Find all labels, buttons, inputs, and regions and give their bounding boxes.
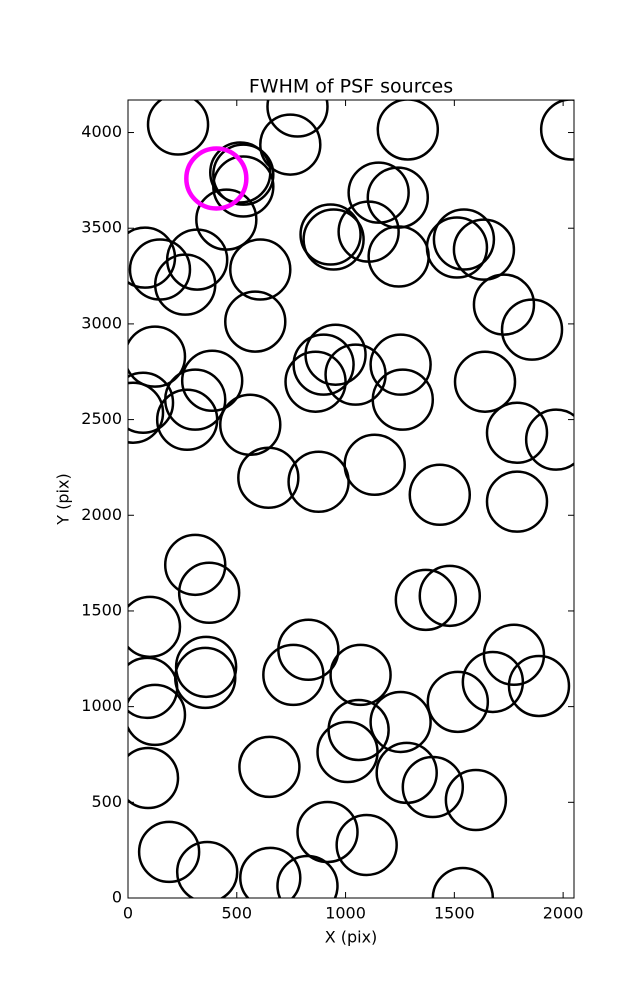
source-circle	[539, 100, 574, 161]
source-circle	[239, 846, 302, 898]
source-circle	[316, 720, 379, 784]
source-circle	[461, 650, 525, 714]
source-circle	[304, 323, 367, 386]
source-circle	[175, 840, 239, 898]
source-circle	[394, 568, 458, 632]
x-tick-label: 1500	[434, 904, 475, 923]
source-circle	[369, 690, 432, 754]
chart-title: FWHM of PSF sources	[249, 76, 453, 98]
source-circle	[128, 746, 180, 810]
source-circle	[155, 388, 219, 452]
plot-marks	[128, 100, 574, 898]
source-circle	[128, 656, 179, 720]
source-circle	[401, 755, 465, 819]
source-circle	[302, 208, 365, 271]
source-circle	[177, 561, 241, 625]
source-circle	[376, 100, 440, 161]
source-circle	[347, 161, 410, 224]
x-tick-label: 0	[123, 904, 133, 923]
source-circle	[212, 143, 275, 206]
y-tick-label: 3000	[81, 313, 122, 332]
source-circle	[277, 618, 340, 682]
x-tick-label: 1000	[325, 904, 366, 923]
source-circle	[237, 446, 300, 510]
y-tick-label: 2000	[81, 505, 122, 524]
source-circle	[472, 273, 536, 336]
x-tick-label: 500	[222, 904, 253, 923]
source-circle	[128, 683, 187, 747]
source-circle	[292, 333, 355, 396]
source-circle	[485, 470, 549, 533]
source-circle	[146, 100, 210, 156]
source-circle	[431, 866, 495, 898]
source-circle	[371, 368, 435, 431]
source-circle	[369, 333, 432, 396]
source-circle	[329, 643, 392, 707]
y-tick-label: 3500	[81, 218, 122, 237]
source-circle	[180, 349, 244, 412]
source-circle	[128, 371, 175, 434]
source-circle	[299, 203, 362, 266]
y-tick-label: 1000	[81, 696, 122, 715]
source-circle	[153, 253, 217, 316]
source-circle	[485, 401, 549, 465]
y-axis-label: Y (pix)	[54, 473, 73, 525]
x-tick-label: 2000	[543, 904, 584, 923]
source-circle	[452, 218, 516, 281]
source-circle	[408, 463, 472, 527]
y-tick-label: 500	[91, 792, 122, 811]
source-circle	[128, 381, 165, 444]
source-circle	[425, 216, 489, 279]
source-circle	[444, 768, 508, 832]
source-circle	[418, 564, 482, 628]
source-circle	[500, 298, 564, 361]
source-circle	[284, 350, 347, 413]
source-circle	[224, 290, 287, 353]
source-circle	[163, 533, 227, 597]
plot-frame	[127, 99, 575, 899]
source-circle	[343, 433, 406, 496]
source-circle	[229, 238, 292, 301]
source-circle	[426, 670, 490, 734]
source-circle	[212, 155, 275, 218]
source-circle	[524, 408, 574, 471]
source-circle	[259, 113, 322, 176]
source-circle	[184, 146, 249, 211]
x-axis-label: X (pix)	[325, 928, 378, 947]
source-circle	[335, 813, 398, 877]
source-circle	[482, 623, 546, 687]
source-circle	[137, 820, 201, 884]
y-tick-label: 0	[112, 888, 122, 907]
source-circle	[276, 854, 339, 898]
source-circle	[238, 735, 301, 799]
y-tick-label: 2500	[81, 409, 122, 428]
source-circle	[432, 208, 496, 271]
source-circle	[266, 100, 329, 138]
y-tick-label: 1500	[81, 600, 122, 619]
source-circle	[453, 350, 517, 413]
source-circle	[507, 654, 571, 718]
source-circle	[128, 325, 187, 388]
y-tick-label: 4000	[81, 122, 122, 141]
